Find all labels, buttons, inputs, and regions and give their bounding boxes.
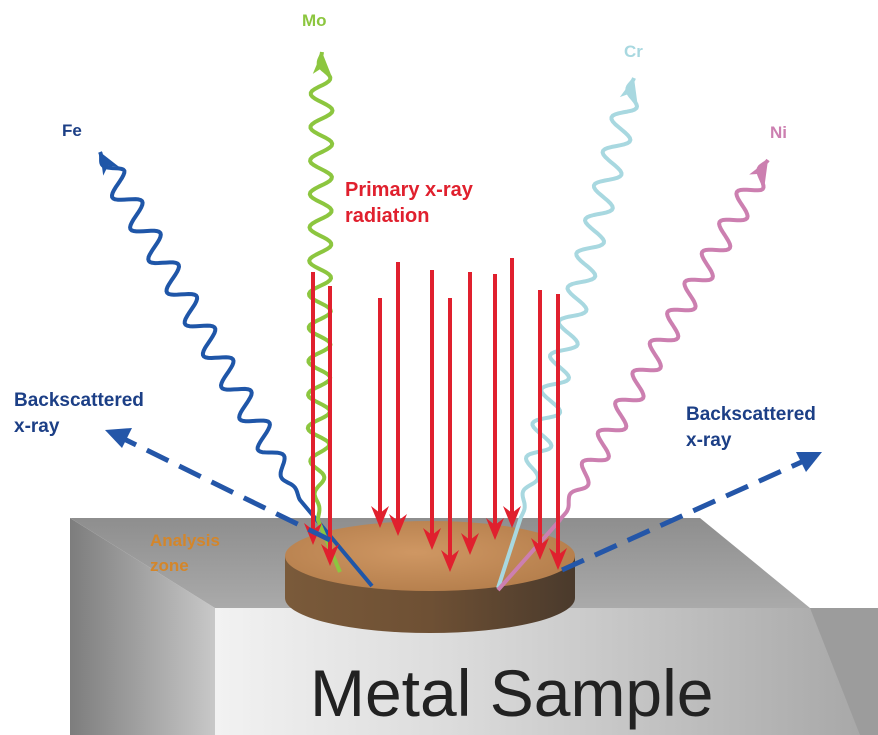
primary-arrow-head (531, 538, 549, 560)
label-fe: Fe (62, 121, 82, 140)
primary-arrow-head (423, 528, 441, 550)
label-mo: Mo (302, 11, 327, 30)
primary-arrow-head (549, 548, 567, 570)
label-backscatter-right-2: x-ray (686, 430, 732, 451)
label-metal-sample: Metal Sample (310, 656, 714, 730)
wave-ni-head (749, 160, 768, 184)
primary-arrow-head (486, 518, 504, 540)
fluorescence-waves (98, 51, 770, 592)
label-analysis-line2: zone (150, 556, 189, 575)
wave-fe-head (100, 152, 119, 176)
wave-ni (496, 158, 770, 592)
label-primary-line2: radiation (345, 205, 429, 227)
slab-right-edge (810, 608, 878, 735)
primary-arrow-head (389, 514, 407, 536)
primary-arrow-head (371, 506, 389, 528)
primary-arrow-head (503, 506, 521, 528)
primary-xray-arrows (304, 258, 567, 572)
label-backscatter-right-1: Backscattered (686, 404, 816, 425)
label-ni: Ni (770, 123, 787, 142)
backscatter-right-arrow (560, 452, 822, 573)
label-primary-line1: Primary x-ray (345, 179, 474, 201)
primary-arrow-head (441, 550, 459, 572)
label-backscatter-left-1: Backscattered (14, 390, 144, 411)
backscatter-left-arrow (105, 428, 332, 543)
wave-mo-head (312, 52, 331, 75)
label-analysis-line1: Analysis (150, 531, 220, 550)
label-cr: Cr (624, 42, 643, 61)
slab-front-face (215, 608, 878, 735)
wave-fe (98, 151, 374, 588)
wave-cr-head (619, 78, 638, 102)
primary-arrow-head (321, 544, 339, 566)
wave-cr (496, 77, 639, 589)
label-backscatter-left-2: x-ray (14, 416, 60, 437)
slab-left-face (70, 518, 215, 735)
primary-arrow-head (461, 533, 479, 555)
